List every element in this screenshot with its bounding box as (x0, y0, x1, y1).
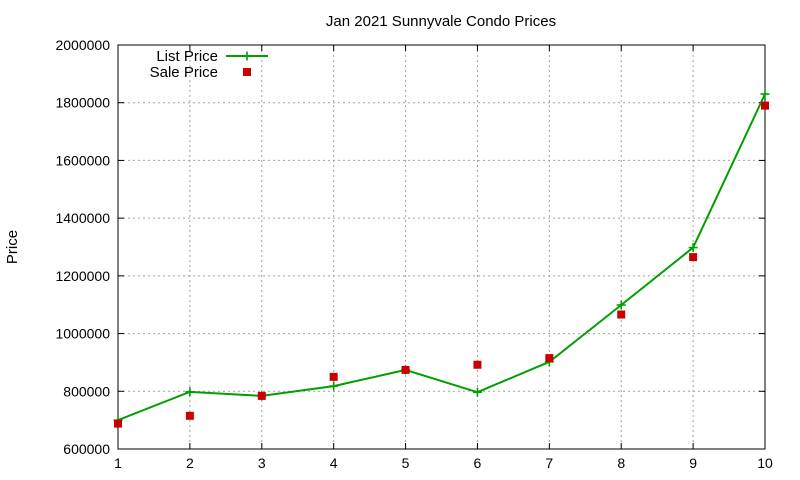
x-tick-label: 1 (114, 455, 122, 471)
data-point (185, 387, 195, 397)
x-tick-label: 5 (402, 455, 410, 471)
data-point (688, 243, 698, 253)
data-point (473, 360, 482, 369)
data-point (617, 310, 626, 319)
legend-marker (242, 51, 252, 61)
grid (118, 45, 765, 449)
data-point (760, 89, 770, 99)
y-tick-label: 1200000 (55, 268, 110, 284)
x-tick-label: 7 (545, 455, 553, 471)
series-layer (113, 89, 770, 428)
plot-frame (117, 44, 766, 450)
axis-ticks: 1 2 3 4 5 6 7 8 9 10 600000 800000 1000000 1200000 140… (55, 37, 773, 471)
x-tick-label: 2 (186, 455, 194, 471)
x-tick-label: 8 (617, 455, 625, 471)
data-point (472, 387, 482, 397)
legend-entry: Sale Price (150, 64, 251, 81)
data-point (114, 419, 122, 428)
data-point (545, 354, 554, 363)
y-tick-label: 2000000 (55, 37, 110, 53)
x-tick-label: 4 (330, 455, 338, 471)
x-tick-label: 9 (689, 455, 697, 471)
chart-title: Jan 2021 Sunnyvale Condo Prices (326, 13, 556, 30)
y-tick-label: 600000 (63, 441, 110, 457)
y-tick-label: 1000000 (55, 326, 110, 342)
data-point (329, 372, 338, 381)
legend-label: List Price (156, 48, 218, 65)
data-point (185, 411, 194, 420)
legend-label: Sale Price (150, 64, 218, 81)
data-point (689, 253, 698, 262)
y-tick-label: 1800000 (55, 95, 110, 111)
data-point (761, 101, 769, 110)
data-point (616, 300, 626, 310)
legend-entry: List Price (156, 48, 268, 65)
y-axis-label: Price (4, 230, 21, 264)
x-tick-label: 3 (258, 455, 266, 471)
y-tick-label: 1400000 (55, 210, 110, 226)
y-tick-label: 1600000 (55, 152, 110, 168)
x-tick-label: 6 (474, 455, 482, 471)
data-point (401, 365, 410, 374)
data-point (329, 381, 339, 391)
y-tick-label: 800000 (63, 383, 110, 399)
data-point (257, 391, 266, 400)
series-line (117, 93, 766, 422)
legend-marker (243, 68, 251, 76)
series-1 (113, 89, 770, 425)
x-tick-label: 10 (757, 455, 773, 471)
series-2 (114, 101, 769, 428)
